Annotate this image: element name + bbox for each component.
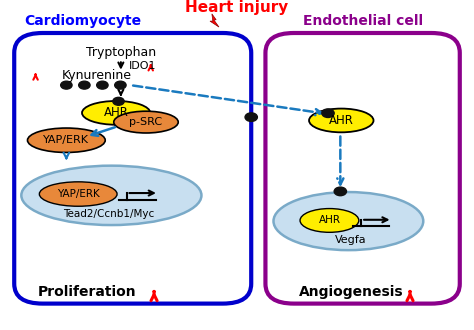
Circle shape (334, 187, 346, 196)
Circle shape (61, 81, 72, 89)
Text: Kynurenine: Kynurenine (62, 69, 132, 82)
Circle shape (115, 81, 126, 89)
Ellipse shape (27, 128, 105, 152)
Text: AHR: AHR (329, 114, 354, 127)
Ellipse shape (39, 182, 117, 206)
Text: YAP/ERK: YAP/ERK (43, 135, 90, 145)
Ellipse shape (82, 101, 150, 125)
Circle shape (97, 81, 108, 89)
Ellipse shape (300, 209, 359, 232)
Text: AHR: AHR (104, 106, 128, 119)
Text: Heart injury: Heart injury (185, 0, 289, 15)
Text: IDO1: IDO1 (128, 61, 156, 71)
FancyBboxPatch shape (265, 33, 460, 304)
Circle shape (113, 97, 124, 105)
Text: Cardiomyocyte: Cardiomyocyte (24, 15, 142, 28)
Text: Proliferation: Proliferation (37, 285, 136, 299)
Circle shape (322, 109, 334, 117)
Text: Angiogenesis: Angiogenesis (300, 285, 404, 299)
Polygon shape (210, 14, 219, 27)
Ellipse shape (21, 166, 201, 225)
Text: p-SRC: p-SRC (129, 117, 163, 127)
Text: Endothelial cell: Endothelial cell (302, 15, 423, 28)
Text: YAP/ERK: YAP/ERK (57, 189, 100, 199)
FancyBboxPatch shape (14, 33, 251, 304)
Ellipse shape (309, 109, 374, 132)
Ellipse shape (273, 192, 423, 250)
Circle shape (79, 81, 90, 89)
Text: AHR: AHR (319, 215, 340, 225)
Ellipse shape (114, 111, 178, 133)
Text: Vegfa: Vegfa (335, 235, 366, 245)
Text: Tead2/Ccnb1/Myc: Tead2/Ccnb1/Myc (64, 209, 155, 219)
Text: Tryptophan: Tryptophan (86, 46, 156, 59)
Circle shape (245, 113, 257, 121)
